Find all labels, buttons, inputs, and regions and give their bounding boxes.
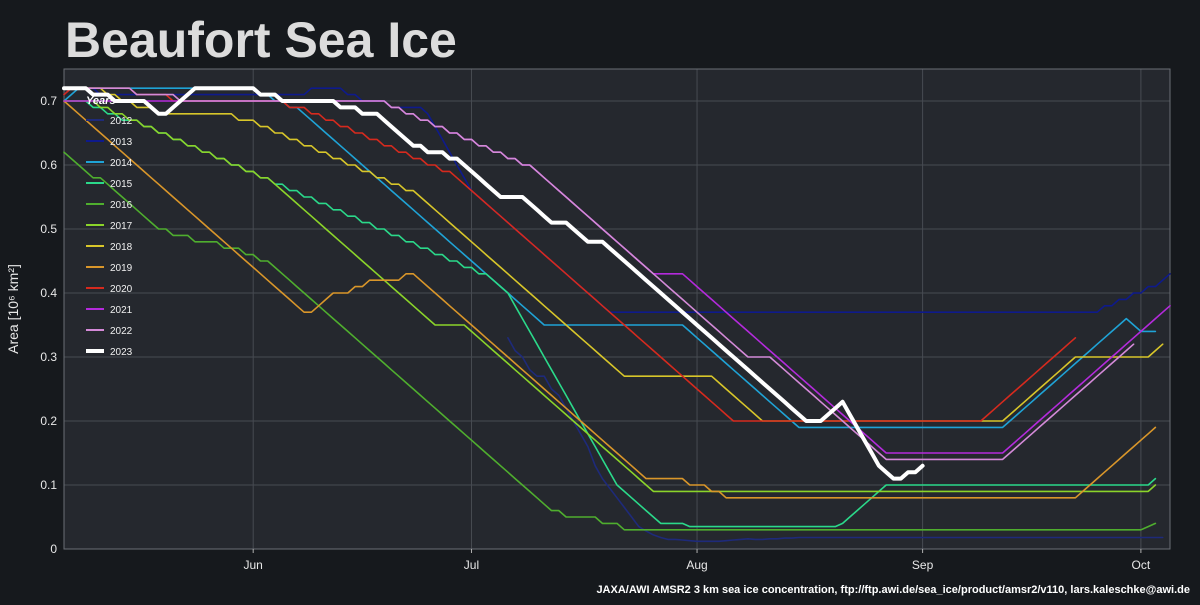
series-lines — [62, 86, 1171, 543]
legend-label-2016: 2016 — [110, 200, 133, 211]
legend-label-2019: 2019 — [110, 263, 133, 274]
legend-label-2014: 2014 — [110, 158, 133, 169]
series-line-2013 — [63, 87, 1171, 314]
x-tick-labels: Jun Jul Aug Sep Oct — [244, 549, 1151, 572]
series-line-2016 — [63, 151, 1157, 531]
x-tick-label: Jul — [464, 558, 479, 572]
legend-label-2020: 2020 — [110, 284, 133, 295]
y-tick-label: 0.3 — [40, 350, 57, 364]
legend-title: Years — [86, 95, 116, 107]
y-tick-label: 0.7 — [40, 94, 57, 108]
series-line-2017 — [63, 100, 1157, 493]
y-axis-label: Area [10⁶ km²] — [5, 264, 21, 354]
x-tick-label: Aug — [686, 558, 707, 572]
legend: Years 2012 2013 2014 2015 2016 2017 2018 2019 20… — [86, 95, 133, 358]
chart-title: Beaufort Sea Ice — [65, 12, 457, 68]
y-tick-label: 0.6 — [40, 158, 57, 172]
plot-frame — [63, 68, 1171, 550]
series-line-2012 — [507, 336, 1164, 543]
series-line-2022 — [63, 87, 1135, 461]
legend-label-2013: 2013 — [110, 137, 133, 148]
legend-label-2015: 2015 — [110, 179, 133, 190]
x-tick-label: Sep — [912, 558, 934, 572]
y-tick-label: 0.4 — [40, 286, 57, 300]
plot-background — [64, 69, 1170, 549]
legend-label-2018: 2018 — [110, 242, 133, 253]
x-tick-label: Oct — [1132, 558, 1151, 572]
legend-label-2022: 2022 — [110, 326, 133, 337]
y-tick-label: 0.2 — [40, 414, 57, 428]
y-tick-label: 0.5 — [40, 222, 57, 236]
series-line-2023 — [62, 86, 925, 481]
x-tick-label: Jun — [244, 558, 263, 572]
y-tick-labels: 0 0.1 0.2 0.3 0.4 0.5 0.6 0.7 — [40, 94, 57, 556]
legend-label-2017: 2017 — [110, 221, 133, 232]
legend-label-2023: 2023 — [110, 347, 133, 358]
legend-label-2012: 2012 — [110, 116, 133, 127]
y-tick-label: 0 — [50, 542, 57, 556]
data-credit: JAXA/AWI AMSR2 3 km sea ice concentratio… — [596, 584, 1190, 596]
series-line-2019 — [63, 100, 1157, 499]
legend-label-2021: 2021 — [110, 305, 133, 316]
y-tick-label: 0.1 — [40, 478, 57, 492]
